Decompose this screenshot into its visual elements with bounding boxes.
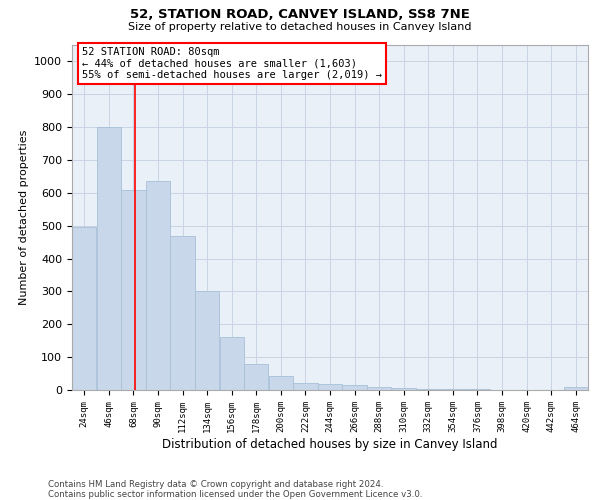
- Bar: [318, 384, 342, 390]
- Bar: [392, 388, 416, 390]
- Bar: [269, 376, 293, 390]
- Bar: [293, 383, 317, 390]
- Bar: [343, 386, 367, 390]
- X-axis label: Distribution of detached houses by size in Canvey Island: Distribution of detached houses by size …: [162, 438, 498, 450]
- Bar: [97, 127, 121, 390]
- Bar: [121, 190, 146, 390]
- Bar: [563, 388, 588, 390]
- Bar: [440, 388, 465, 390]
- Text: 52, STATION ROAD, CANVEY ISLAND, SS8 7NE: 52, STATION ROAD, CANVEY ISLAND, SS8 7NE: [130, 8, 470, 20]
- Bar: [72, 226, 97, 390]
- Bar: [195, 291, 220, 390]
- Bar: [220, 337, 244, 390]
- Bar: [244, 364, 268, 390]
- Bar: [170, 236, 195, 390]
- Text: 52 STATION ROAD: 80sqm
← 44% of detached houses are smaller (1,603)
55% of semi-: 52 STATION ROAD: 80sqm ← 44% of detached…: [82, 46, 382, 80]
- Text: Size of property relative to detached houses in Canvey Island: Size of property relative to detached ho…: [128, 22, 472, 32]
- Y-axis label: Number of detached properties: Number of detached properties: [19, 130, 29, 305]
- Text: Contains public sector information licensed under the Open Government Licence v3: Contains public sector information licen…: [48, 490, 422, 499]
- Bar: [367, 387, 391, 390]
- Bar: [416, 389, 440, 390]
- Text: Contains HM Land Registry data © Crown copyright and database right 2024.: Contains HM Land Registry data © Crown c…: [48, 480, 383, 489]
- Bar: [146, 182, 170, 390]
